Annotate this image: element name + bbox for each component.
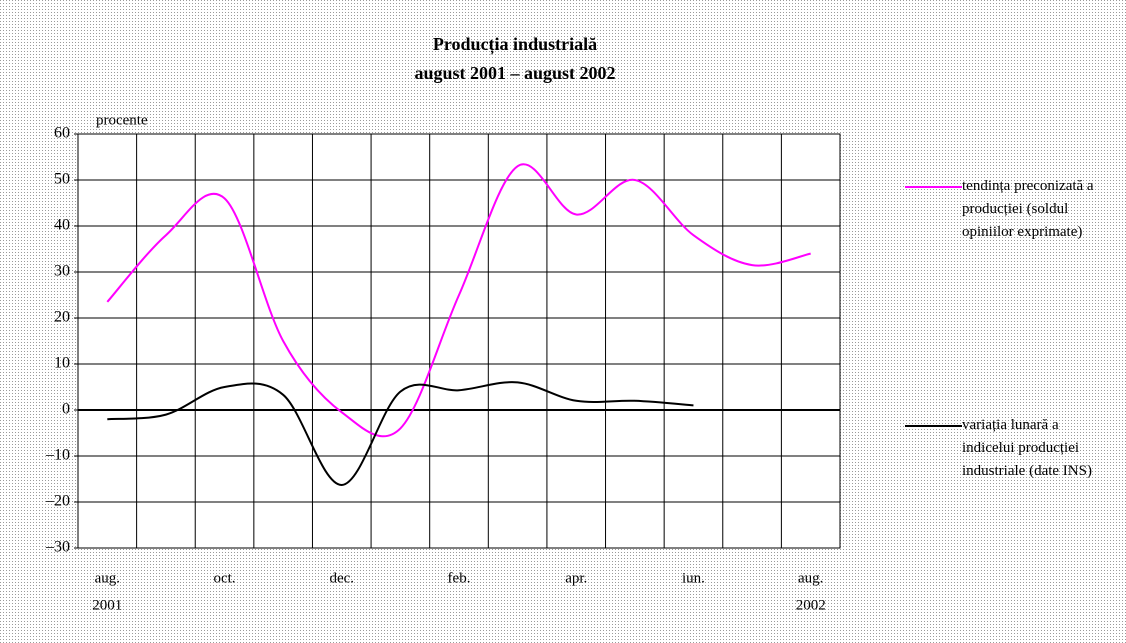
x-tick-label: apr. [565, 570, 587, 586]
y-tick-label: 0 [62, 401, 70, 418]
y-tick-label: –30 [45, 539, 70, 556]
chart-title: Producția industrială [433, 34, 597, 55]
y-tick-label: 30 [54, 263, 70, 280]
x-tick-label: feb. [448, 570, 471, 586]
y-tick-label: –20 [45, 493, 70, 510]
legend-entry: tendința preconizată a producției (soldu… [962, 178, 1094, 240]
x-tick-label: iun. [682, 570, 705, 586]
y-tick-label: 20 [54, 309, 70, 326]
chart-subtitle: august 2001 – august 2002 [414, 63, 615, 83]
x-tick-year: 2001 [92, 597, 122, 613]
line-series [107, 381, 694, 486]
x-tick-label: aug. [95, 570, 120, 586]
y-tick-label: 60 [54, 125, 70, 142]
x-tick-year: 2002 [796, 597, 826, 613]
y-tick-label: –10 [45, 447, 70, 464]
x-tick-label: aug. [798, 570, 823, 586]
y-axis-label: procente [96, 112, 148, 128]
plot-area [77, 133, 841, 549]
legend-entry: variația lunară a indicelui producției i… [962, 417, 1092, 479]
line-series [106, 163, 811, 438]
y-tick-label: 40 [54, 217, 70, 234]
x-tick-label: oct. [213, 570, 235, 586]
x-tick-label: dec. [329, 570, 354, 586]
y-tick-label: 50 [54, 171, 70, 188]
y-tick-label: 10 [54, 355, 70, 372]
